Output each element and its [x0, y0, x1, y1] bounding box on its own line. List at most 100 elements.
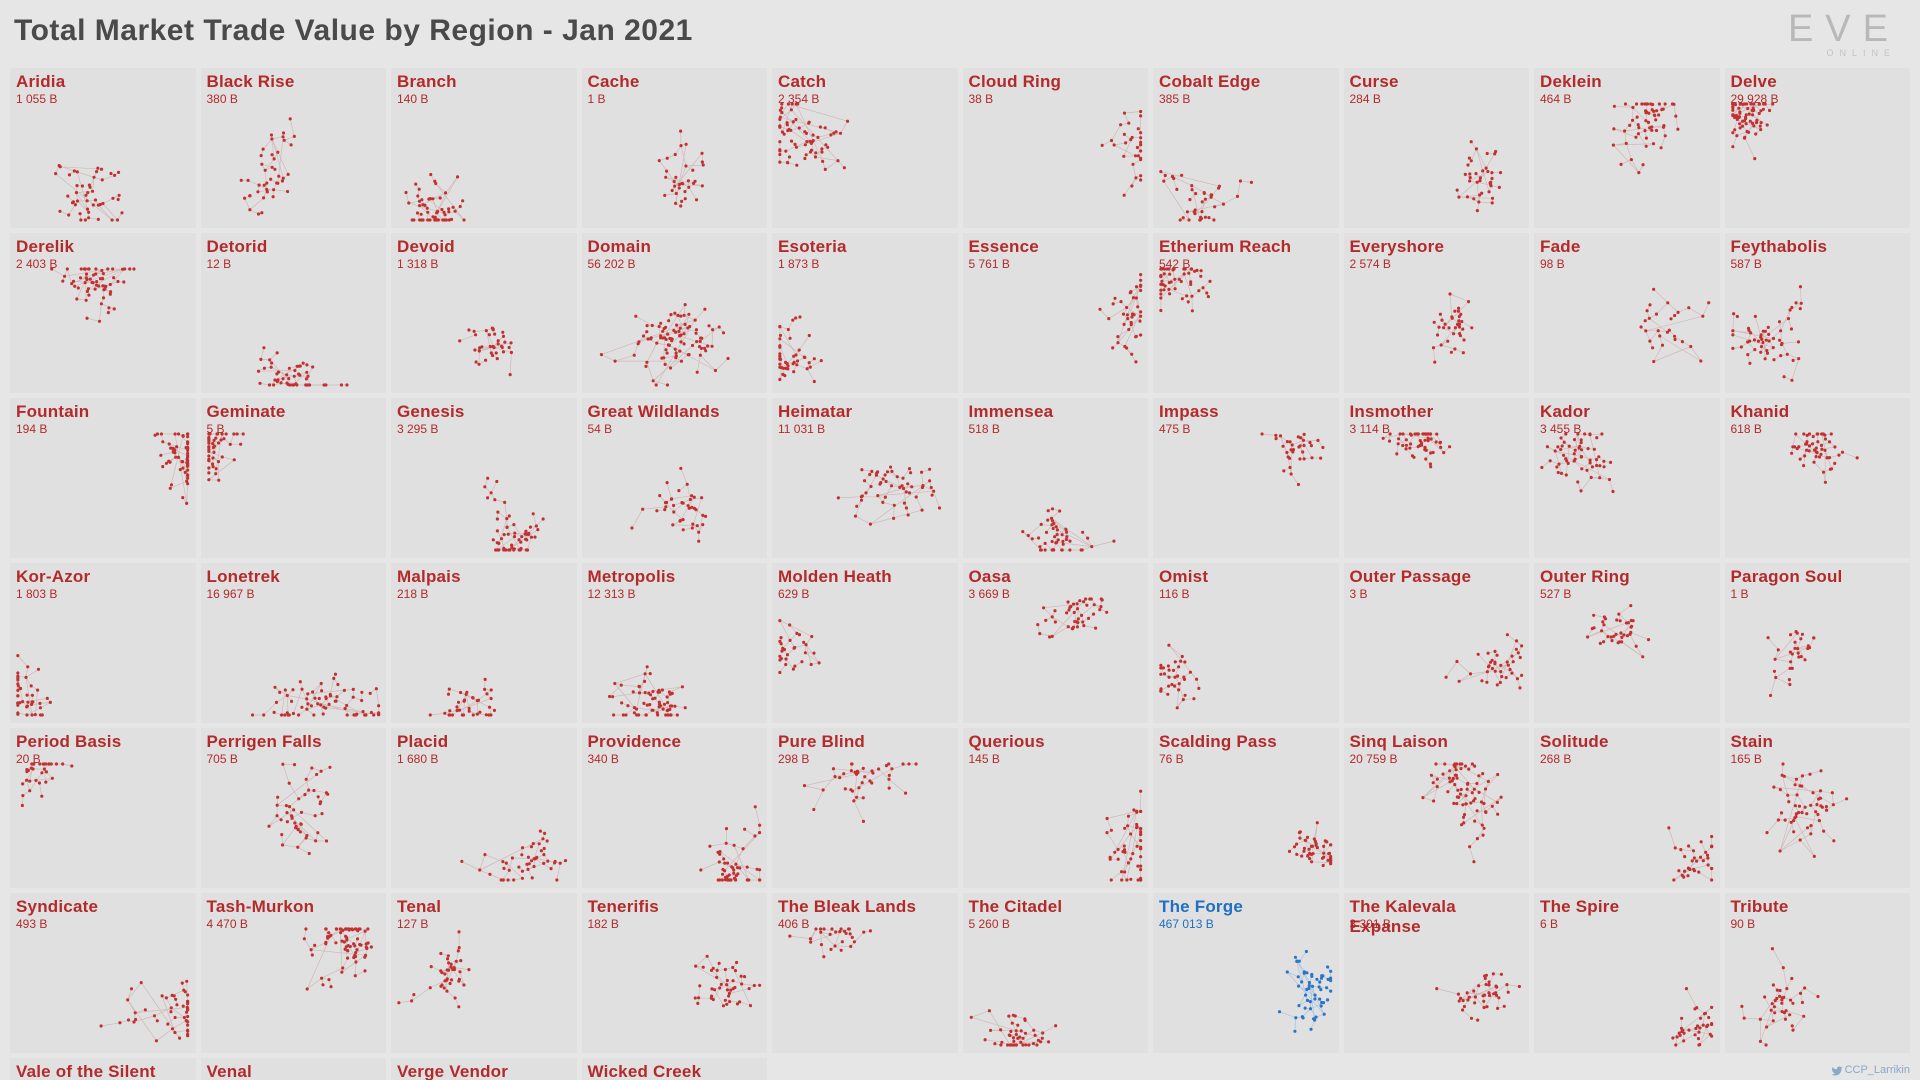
region-name: Fountain [16, 402, 89, 422]
region-name: Devoid [397, 237, 455, 257]
region-name: Cache [588, 72, 640, 92]
region-value: 385 B [1159, 92, 1190, 106]
region-value: 340 B [588, 752, 619, 766]
region-name: Etherium Reach [1159, 237, 1291, 257]
region-value: 1 873 B [778, 257, 819, 271]
region-cell: The Citadel5 260 B [963, 893, 1149, 1053]
region-name: Stain [1731, 732, 1774, 752]
region-name: Cobalt Edge [1159, 72, 1260, 92]
region-cell: Immensea518 B [963, 398, 1149, 558]
region-cell: Geminate5 B [201, 398, 387, 558]
region-name: Perrigen Falls [207, 732, 322, 752]
region-name: The Citadel [969, 897, 1063, 917]
region-cell: The Bleak Lands406 B [772, 893, 958, 1053]
region-name: Querious [969, 732, 1045, 752]
region-cell: Khanid618 B [1725, 398, 1911, 558]
region-name: Heimatar [778, 402, 852, 422]
region-cell: Placid1 680 B [391, 728, 577, 888]
region-cell: Branch140 B [391, 68, 577, 228]
region-name: Vale of the Silent [16, 1062, 156, 1080]
region-name: Lonetrek [207, 567, 280, 587]
region-value: 98 B [1540, 257, 1565, 271]
region-name: Paragon Soul [1731, 567, 1843, 587]
region-name: Malpais [397, 567, 461, 587]
region-cell: Detorid12 B [201, 233, 387, 393]
region-value: 3 301 B [1350, 917, 1391, 931]
region-name: Pure Blind [778, 732, 865, 752]
region-name: Derelik [16, 237, 74, 257]
region-name: Sinq Laison [1350, 732, 1449, 752]
region-name: Impass [1159, 402, 1219, 422]
region-cell: Wicked Creek0 B [582, 1058, 768, 1080]
region-value: 6 B [1540, 917, 1558, 931]
region-cell: Paragon Soul1 B [1725, 563, 1911, 723]
region-name: Venal [207, 1062, 252, 1080]
region-value: 1 680 B [397, 752, 438, 766]
region-name: The Spire [1540, 897, 1619, 917]
region-value: 16 967 B [207, 587, 255, 601]
region-name: Deklein [1540, 72, 1602, 92]
region-cell: Oasa3 669 B [963, 563, 1149, 723]
region-name: Syndicate [16, 897, 98, 917]
region-name: Tribute [1731, 897, 1789, 917]
region-name: Tenerifis [588, 897, 659, 917]
region-cell: Sinq Laison20 759 B [1344, 728, 1530, 888]
region-cell: Aridia1 055 B [10, 68, 196, 228]
region-cell: The Spire6 B [1534, 893, 1720, 1053]
region-name: Curse [1350, 72, 1399, 92]
region-name: Kador [1540, 402, 1590, 422]
region-name: Placid [397, 732, 448, 752]
region-value: 518 B [969, 422, 1000, 436]
region-value: 218 B [397, 587, 428, 601]
region-cell: Impass475 B [1153, 398, 1339, 558]
region-value: 3 295 B [397, 422, 438, 436]
region-cell: Tenal127 B [391, 893, 577, 1053]
region-value: 29 928 B [1731, 92, 1779, 106]
region-value: 127 B [397, 917, 428, 931]
region-cell: Solitude268 B [1534, 728, 1720, 888]
region-value: 618 B [1731, 422, 1762, 436]
region-cell: Outer Ring527 B [1534, 563, 1720, 723]
region-cell: Metropolis12 313 B [582, 563, 768, 723]
region-cell: Everyshore2 574 B [1344, 233, 1530, 393]
region-name: Omist [1159, 567, 1208, 587]
region-name: Oasa [969, 567, 1011, 587]
region-value: 12 313 B [588, 587, 636, 601]
region-cell: Period Basis20 B [10, 728, 196, 888]
region-cell: Venal175 B [201, 1058, 387, 1080]
region-value: 3 114 B [1350, 422, 1390, 436]
region-value: 493 B [16, 917, 47, 931]
region-cell: Devoid1 318 B [391, 233, 577, 393]
region-value: 38 B [969, 92, 994, 106]
region-value: 464 B [1540, 92, 1571, 106]
region-value: 116 B [1159, 587, 1189, 601]
region-value: 54 B [588, 422, 613, 436]
region-cell: Omist116 B [1153, 563, 1339, 723]
region-cell: Derelik2 403 B [10, 233, 196, 393]
region-name: Branch [397, 72, 457, 92]
region-value: 76 B [1159, 752, 1184, 766]
region-value: 3 455 B [1540, 422, 1581, 436]
region-cell: Fountain194 B [10, 398, 196, 558]
region-value: 527 B [1540, 587, 1571, 601]
region-value: 2 354 B [778, 92, 819, 106]
region-name: Essence [969, 237, 1039, 257]
region-name: Outer Passage [1350, 567, 1472, 587]
region-cell: Molden Heath629 B [772, 563, 958, 723]
region-name: Scalding Pass [1159, 732, 1277, 752]
region-cell: Deklein464 B [1534, 68, 1720, 228]
region-value: 5 260 B [969, 917, 1010, 931]
region-cell: Domain56 202 B [582, 233, 768, 393]
region-cell: Genesis3 295 B [391, 398, 577, 558]
region-cell: Esoteria1 873 B [772, 233, 958, 393]
region-value: 3 B [1350, 587, 1368, 601]
region-cell: Heimatar11 031 B [772, 398, 958, 558]
region-cell: Querious145 B [963, 728, 1149, 888]
region-cell: Tash-Murkon4 470 B [201, 893, 387, 1053]
region-name: Insmother [1350, 402, 1434, 422]
region-value: 20 B [16, 752, 41, 766]
region-value: 1 B [588, 92, 606, 106]
region-value: 3 669 B [969, 587, 1010, 601]
region-name: Outer Ring [1540, 567, 1630, 587]
region-value: 1 803 B [16, 587, 57, 601]
